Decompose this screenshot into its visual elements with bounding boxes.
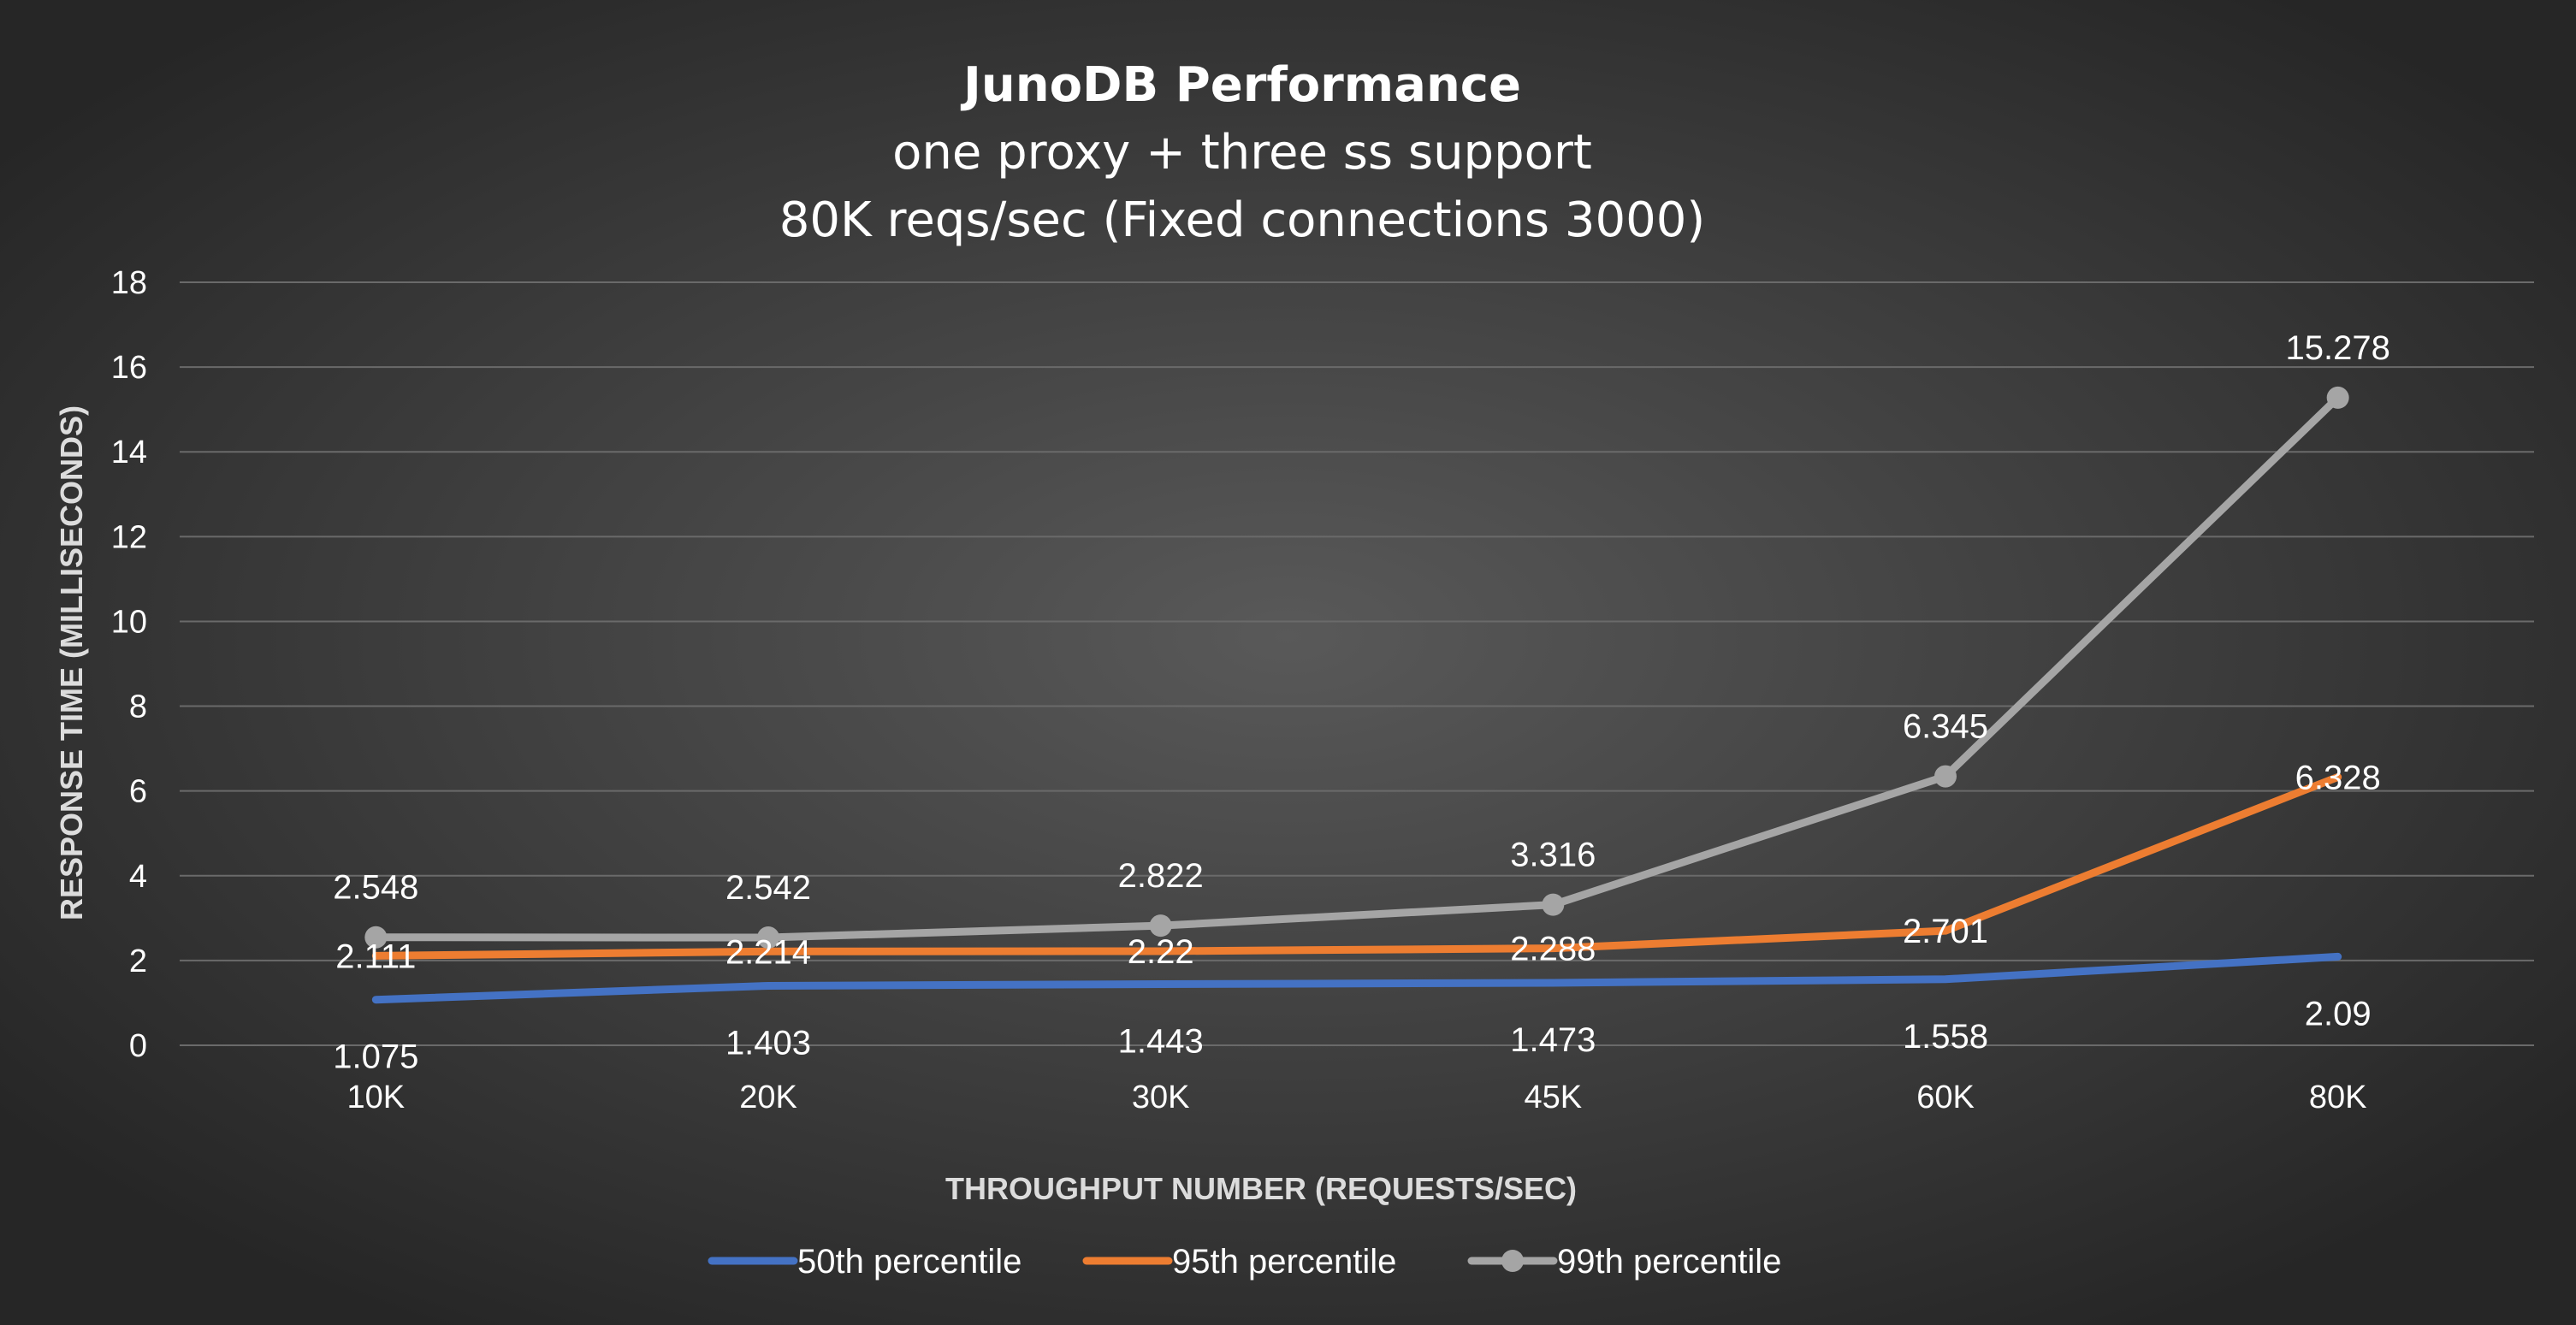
data-label: 2.542 (725, 869, 811, 907)
y-tick-label: 18 (111, 265, 147, 301)
legend-item-1: 50th percentile (708, 1243, 1022, 1281)
y-tick-label: 12 (111, 519, 147, 555)
x-tick-label: 60K (1916, 1080, 1975, 1115)
y-tick-label: 16 (111, 350, 147, 386)
data-label: 2.288 (1510, 931, 1596, 968)
y-tick-label: 8 (129, 689, 147, 725)
series-line-3 (371, 393, 2342, 942)
y-tick-label: 2 (129, 943, 147, 979)
data-label: 2.822 (1118, 857, 1204, 895)
x-tick-label: 20K (739, 1080, 797, 1115)
y-tick-label: 4 (129, 859, 147, 895)
data-label: 15.278 (2285, 329, 2389, 367)
data-point (1149, 914, 1172, 938)
x-tick-label: 45K (1525, 1080, 1583, 1115)
y-tick-label: 14 (111, 435, 147, 470)
data-label: 1.403 (725, 1024, 811, 1062)
data-label: 2.111 (335, 938, 416, 975)
y-tick-label: 10 (111, 604, 147, 640)
data-label: 2.09 (2305, 995, 2372, 1032)
series-line-1 (371, 952, 2342, 1004)
gridlines (180, 281, 2534, 1046)
legend-item-3: 99th percentile (1467, 1243, 1781, 1281)
series-line-2 (371, 772, 2342, 960)
chart-title: JunoDB Performance (960, 57, 1521, 113)
legend-label: 50th percentile (797, 1243, 1022, 1281)
y-tick-label: 0 (129, 1028, 147, 1064)
data-point (364, 926, 388, 949)
data-label: 2.701 (1903, 913, 1988, 950)
data-label: 1.558 (1903, 1018, 1988, 1056)
data-label: 2.548 (333, 869, 418, 907)
y-axis-title: RESPONSE TIME (MILLISECONDS) (54, 405, 89, 920)
data-label: 6.345 (1903, 708, 1988, 746)
chart-subtitle-line-1: one proxy + three ss support (892, 125, 1592, 180)
x-axis-title: THROUGHPUT NUMBER (REQUESTS/SEC) (945, 1171, 1577, 1206)
series-lines (364, 386, 2349, 1004)
data-labels: 1.075 1.403 1.443 1.473 1.558 2.09 2.111 2.214 2… (333, 329, 2390, 1076)
data-point (1542, 893, 1565, 916)
x-axis-ticks: 10K 20K 30K 45K 60K 80K (347, 1080, 2367, 1115)
data-label: 1.473 (1510, 1021, 1596, 1059)
data-label: 1.443 (1118, 1022, 1204, 1060)
data-label: 1.075 (333, 1038, 418, 1076)
legend-label: 99th percentile (1557, 1243, 1781, 1281)
x-tick-label: 30K (1132, 1080, 1190, 1115)
data-point (1934, 765, 1957, 788)
y-tick-label: 6 (129, 774, 147, 810)
legend: 50th percentile 95th percentile 99th perce… (708, 1243, 1781, 1281)
y-axis-ticks: 0 2 4 6 8 10 12 14 16 18 (111, 265, 147, 1064)
data-label: 3.316 (1510, 837, 1596, 874)
data-label: 6.328 (2295, 759, 2381, 796)
x-tick-label: 80K (2309, 1080, 2367, 1115)
legend-item-2: 95th percentile (1082, 1243, 1396, 1281)
chart-subtitle-line-2: 80K reqs/sec (Fixed connections 3000) (779, 192, 1705, 248)
data-point (757, 926, 779, 949)
legend-label: 95th percentile (1172, 1243, 1396, 1281)
x-tick-label: 10K (347, 1080, 406, 1115)
data-label: 2.214 (725, 933, 811, 971)
data-label: 2.22 (1128, 933, 1194, 971)
data-point (2326, 386, 2349, 409)
legend-marker (1501, 1250, 1524, 1272)
